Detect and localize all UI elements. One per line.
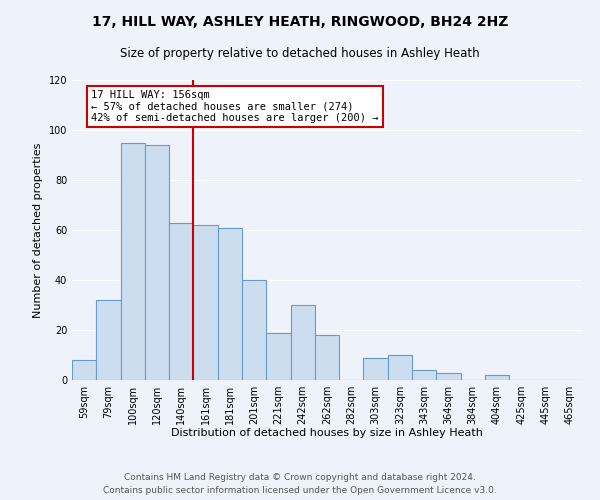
Y-axis label: Number of detached properties: Number of detached properties <box>33 142 43 318</box>
Bar <box>169 222 193 380</box>
Bar <box>193 225 218 380</box>
Text: Contains HM Land Registry data © Crown copyright and database right 2024.
Contai: Contains HM Land Registry data © Crown c… <box>103 474 497 495</box>
Bar <box>145 145 169 380</box>
Bar <box>485 375 509 380</box>
Bar <box>242 280 266 380</box>
Bar <box>364 358 388 380</box>
Bar <box>290 305 315 380</box>
Text: 17, HILL WAY, ASHLEY HEATH, RINGWOOD, BH24 2HZ: 17, HILL WAY, ASHLEY HEATH, RINGWOOD, BH… <box>92 15 508 29</box>
Bar <box>315 335 339 380</box>
Bar <box>121 142 145 380</box>
Text: Size of property relative to detached houses in Ashley Heath: Size of property relative to detached ho… <box>120 48 480 60</box>
Text: 17 HILL WAY: 156sqm
← 57% of detached houses are smaller (274)
42% of semi-detac: 17 HILL WAY: 156sqm ← 57% of detached ho… <box>91 90 379 123</box>
Bar <box>412 370 436 380</box>
X-axis label: Distribution of detached houses by size in Ashley Heath: Distribution of detached houses by size … <box>171 428 483 438</box>
Bar <box>72 360 96 380</box>
Bar <box>388 355 412 380</box>
Bar <box>266 332 290 380</box>
Bar <box>96 300 121 380</box>
Bar <box>218 228 242 380</box>
Bar <box>436 372 461 380</box>
